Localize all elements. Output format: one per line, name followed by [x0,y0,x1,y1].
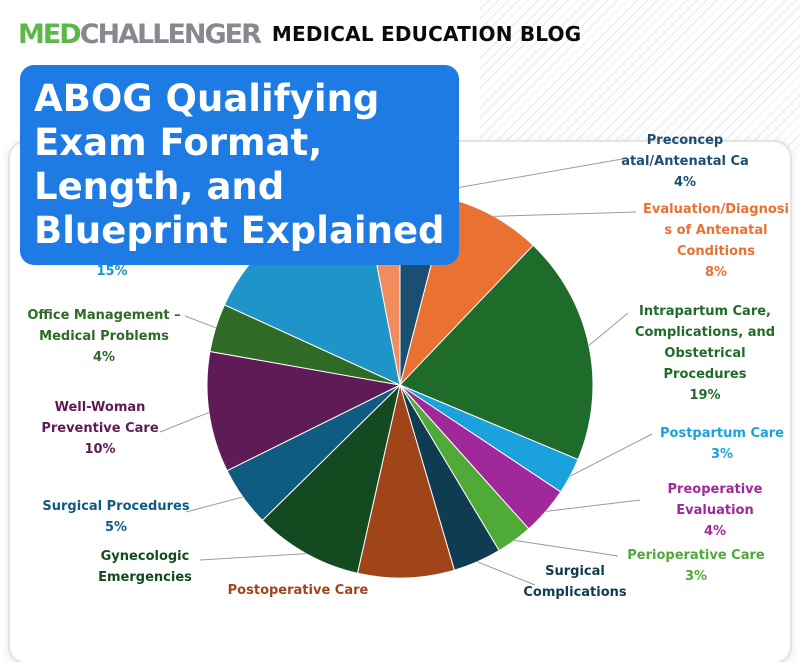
label-well-woman-care: Well-Woman Preventive Care 10% [40,397,160,460]
leader-line [588,312,629,346]
pie-chart [159,157,653,586]
label-percent: 19% [689,388,721,403]
leader-line [569,433,653,477]
label-evaluation-antenatal: Evaluation/Diagnosi s of Antenatal Condi… [636,199,796,283]
label-line: Emergencies [98,570,192,585]
site-header: MED CHALLENGER MEDICAL EDUCATION BLOG [18,14,581,54]
medchallenger-logo[interactable]: MED CHALLENGER [18,18,262,50]
label-postoperative-care: Postoperative Care [218,580,378,601]
label-percent: 4% [92,350,116,365]
label-line: Complications, and [634,325,776,340]
leader-line [159,412,210,433]
label-line: Intrapartum Care, [639,304,771,319]
label-percent: 10% [84,442,116,457]
label-percent: 4% [703,524,727,539]
pie-slice [356,383,455,579]
label-office-management: Office Management – Medical Problems 4% [24,305,184,368]
label-line: Preoperative [667,482,763,497]
label-line: atal/Antenatal Ca [621,154,749,169]
title-line: Exam Format, [34,121,323,164]
label-line: Office Management – [27,308,181,323]
label-line: Medical Problems [39,329,169,344]
label-line: Complications [523,585,627,600]
label-line: Gynecologic [100,549,190,564]
label-surgical-complications: Surgical Complications [510,561,640,603]
background-pattern [480,0,800,150]
leader-line [514,539,619,557]
blog-title: MEDICAL EDUCATION BLOG [271,22,582,46]
label-line: Procedures [663,367,747,382]
label-line: Surgical [545,564,605,579]
pie-slice [206,350,402,472]
logo-challenger-text: CHALLENGER [79,18,262,50]
leader-line [493,211,637,217]
leader-line [199,553,307,561]
label-postpartum-care: Postpartum Care 3% [652,423,792,465]
label-line: Obstetrical [664,346,746,361]
label-line: Evaluation [676,503,754,518]
label-line: Preconcep [646,133,724,148]
title-line: Blueprint Explained [34,209,445,252]
label-line: Preventive Care [41,421,159,436]
label-percent: 8% [704,265,728,280]
label-gynecologic-emergencies: Gynecologic Emergencies [90,546,200,588]
leader-line [477,561,536,586]
logo-med-text: MED [18,18,82,50]
pie-slice [399,244,594,461]
label-line: Postoperative Care [227,583,369,598]
label-preoperative-evaluation: Preoperative Evaluation 4% [640,479,790,542]
leader-line [185,496,243,513]
leader-line [184,315,216,329]
label-line: Surgical Procedures [42,499,190,514]
label-percent: 5% [104,520,128,535]
label-line: Conditions [676,244,756,259]
label-hidden-15pct: 15% [82,261,142,282]
label-perioperative-care: Perioperative Care 3% [616,545,776,587]
article-title-banner: ABOG Qualifying Exam Format, Length, and… [20,65,459,265]
label-line: Evaluation/Diagnosi [643,202,789,217]
label-line: Postpartum Care [660,426,784,441]
title-line: ABOG Qualifying [34,77,380,120]
leader-line [545,499,641,512]
label-line: s of Antenatal [664,223,768,238]
label-percent: 4% [673,175,697,190]
label-percent: 3% [684,569,708,584]
label-preconception-care: Preconcep atal/Antenatal Ca 4% [600,130,770,193]
title-line: Length, and [34,165,285,208]
label-line: Well-Woman [54,400,146,415]
label-percent: 15% [96,264,128,279]
label-line: Perioperative Care [627,548,765,563]
label-intrapartum-care: Intrapartum Care, Complications, and Obs… [630,301,780,406]
label-percent: 3% [710,447,734,462]
label-surgical-procedures: Surgical Procedures 5% [36,496,196,538]
